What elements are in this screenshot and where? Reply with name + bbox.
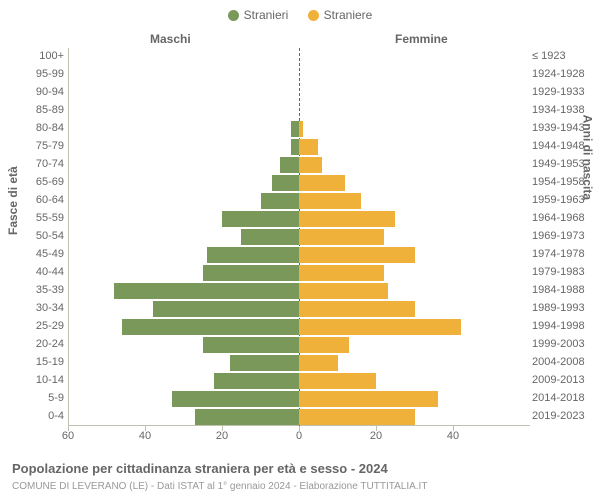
- y-axis-left-line: [68, 48, 69, 426]
- y-left-label: 55-59: [28, 212, 64, 224]
- footer-subtitle: COMUNE DI LEVERANO (LE) - Dati ISTAT al …: [12, 481, 427, 492]
- legend-label-male: Stranieri: [244, 8, 289, 22]
- y-left-label: 60-64: [28, 194, 64, 206]
- bar-male: [291, 139, 299, 154]
- bar-male: [214, 373, 299, 388]
- bar-female: [299, 157, 322, 172]
- y-right-label: 1984-1988: [532, 284, 592, 296]
- y-left-label: 95-99: [28, 68, 64, 80]
- legend-label-female: Straniere: [324, 8, 373, 22]
- bar-female: [299, 247, 415, 262]
- bar-male: [114, 283, 299, 298]
- y-right-label: 1954-1958: [532, 176, 592, 188]
- plot-area: [68, 48, 530, 426]
- y-right-label: 2009-2013: [532, 374, 592, 386]
- bar-female: [299, 211, 395, 226]
- y-right-label: 1959-1963: [532, 194, 592, 206]
- bar-male: [261, 193, 300, 208]
- x-tick-label: 40: [447, 430, 459, 442]
- bar-female: [299, 265, 384, 280]
- y-right-label: 1989-1993: [532, 302, 592, 314]
- bar-male: [195, 409, 299, 424]
- bar-female: [299, 373, 376, 388]
- bar-female: [299, 409, 415, 424]
- y-left-label: 40-44: [28, 266, 64, 278]
- x-tick-label: 20: [216, 430, 228, 442]
- y-left-label: 70-74: [28, 158, 64, 170]
- y-right-label: 1944-1948: [532, 140, 592, 152]
- y-right-label: 2014-2018: [532, 392, 592, 404]
- y-left-label: 25-29: [28, 320, 64, 332]
- y-left-label: 100+: [28, 50, 64, 62]
- bar-female: [299, 121, 303, 136]
- bar-male: [280, 157, 299, 172]
- bar-female: [299, 283, 388, 298]
- section-header-male: Maschi: [150, 32, 191, 46]
- y-right-label: 1929-1933: [532, 86, 592, 98]
- legend-item-female: Straniere: [308, 8, 373, 22]
- section-header-female: Femmine: [395, 32, 448, 46]
- bar-female: [299, 175, 345, 190]
- bar-female: [299, 337, 349, 352]
- y-right-label: 2019-2023: [532, 410, 592, 422]
- legend-item-male: Stranieri: [228, 8, 289, 22]
- y-left-label: 35-39: [28, 284, 64, 296]
- y-left-label: 80-84: [28, 122, 64, 134]
- y-left-label: 10-14: [28, 374, 64, 386]
- bar-male: [222, 211, 299, 226]
- bar-female: [299, 355, 338, 370]
- y-left-label: 90-94: [28, 86, 64, 98]
- bar-female: [299, 193, 361, 208]
- x-tick-label: 60: [62, 430, 74, 442]
- y-right-label: ≤ 1923: [532, 50, 592, 62]
- y-left-label: 85-89: [28, 104, 64, 116]
- footer-title: Popolazione per cittadinanza straniera p…: [12, 461, 388, 476]
- bar-male: [172, 391, 299, 406]
- y-left-label: 30-34: [28, 302, 64, 314]
- y-right-label: 1979-1983: [532, 266, 592, 278]
- bar-male: [203, 337, 299, 352]
- y-right-label: 1934-1938: [532, 104, 592, 116]
- y-right-label: 1939-1943: [532, 122, 592, 134]
- y-right-label: 1974-1978: [532, 248, 592, 260]
- y-left-label: 75-79: [28, 140, 64, 152]
- y-right-label: 1964-1968: [532, 212, 592, 224]
- x-tick-label: 40: [139, 430, 151, 442]
- bar-female: [299, 391, 438, 406]
- bar-male: [241, 229, 299, 244]
- bar-female: [299, 319, 461, 334]
- bar-male: [230, 355, 299, 370]
- y-left-label: 45-49: [28, 248, 64, 260]
- y-axis-left-title: Fasce di età: [6, 166, 20, 235]
- y-left-label: 5-9: [28, 392, 64, 404]
- y-right-label: 1994-1998: [532, 320, 592, 332]
- legend-swatch-female: [308, 10, 319, 21]
- x-tick-label: 0: [296, 430, 302, 442]
- bar-male: [203, 265, 299, 280]
- y-right-label: 1949-1953: [532, 158, 592, 170]
- y-left-label: 20-24: [28, 338, 64, 350]
- y-right-label: 1924-1928: [532, 68, 592, 80]
- legend-swatch-male: [228, 10, 239, 21]
- bar-female: [299, 229, 384, 244]
- population-pyramid-chart: Stranieri Straniere Maschi Femmine Fasce…: [0, 0, 600, 500]
- y-left-label: 0-4: [28, 410, 64, 422]
- y-right-label: 1969-1973: [532, 230, 592, 242]
- legend: Stranieri Straniere: [0, 8, 600, 24]
- bar-male: [153, 301, 299, 316]
- y-left-label: 65-69: [28, 176, 64, 188]
- bar-male: [272, 175, 299, 190]
- y-right-label: 1999-2003: [532, 338, 592, 350]
- bar-male: [122, 319, 299, 334]
- bar-male: [291, 121, 299, 136]
- y-right-label: 2004-2008: [532, 356, 592, 368]
- bar-female: [299, 139, 318, 154]
- y-left-label: 15-19: [28, 356, 64, 368]
- bar-male: [207, 247, 299, 262]
- y-left-label: 50-54: [28, 230, 64, 242]
- x-tick-label: 20: [370, 430, 382, 442]
- bar-female: [299, 301, 415, 316]
